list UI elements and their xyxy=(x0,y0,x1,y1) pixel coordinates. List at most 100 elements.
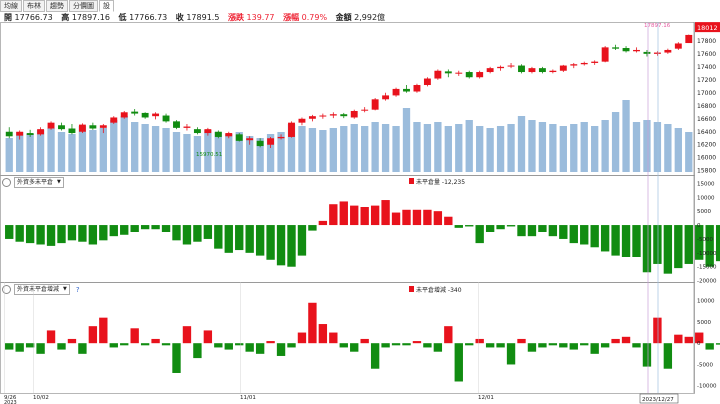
cursor-date-box xyxy=(639,393,679,404)
pct-label: 漲幅 xyxy=(283,13,300,22)
oi-bar xyxy=(360,207,369,226)
price-tick-label: 15800 xyxy=(697,168,716,175)
oi-bar xyxy=(235,225,244,251)
volume-bar xyxy=(381,124,390,172)
candle-body xyxy=(653,52,661,54)
oi-change-bar xyxy=(621,336,631,344)
oi-change-bar xyxy=(705,343,714,350)
oi-bar xyxy=(559,225,568,239)
candle-body xyxy=(131,111,139,114)
oi-change-bar xyxy=(329,332,338,344)
oi-change-bar xyxy=(632,343,641,348)
candle-body xyxy=(643,51,651,54)
indicator-select[interactable]: 外資多未平倉 ▼ xyxy=(14,177,64,188)
oi-change-bar xyxy=(517,338,526,344)
pct-value: 0.79% xyxy=(301,13,328,22)
volume-bar xyxy=(256,138,264,172)
open-label: 開 xyxy=(4,13,12,22)
oi-change-bar xyxy=(245,343,254,352)
oi-change-tick-label: 0 xyxy=(697,341,701,347)
oi-tick-label: 0 xyxy=(697,223,701,229)
x-tick-label: 9/26 xyxy=(4,395,17,401)
volume-bar xyxy=(193,136,202,172)
oi-change-bar xyxy=(161,343,171,346)
panel3-toolbar: 外資未平倉增減 ▼ ? xyxy=(0,284,80,295)
oi-change-bar xyxy=(235,343,244,346)
volume-bar xyxy=(298,126,306,172)
tab-ma[interactable]: 均線 xyxy=(0,0,22,12)
oi-change-bar xyxy=(611,338,620,344)
volume-bar xyxy=(559,126,567,172)
oi-bar xyxy=(46,225,56,246)
oi-bar xyxy=(161,225,171,232)
x-tick-label: 10/02 xyxy=(33,395,49,401)
candle-body xyxy=(47,122,55,129)
candle-body xyxy=(476,72,484,78)
oi-change-bar xyxy=(297,332,307,344)
oi-bar xyxy=(454,225,463,228)
price-tick-label: 16600 xyxy=(697,116,716,123)
oi-change-bar xyxy=(370,343,380,369)
oi-bar xyxy=(255,225,265,256)
volume-bar xyxy=(131,122,139,172)
x-year-label: 2023 xyxy=(4,400,17,404)
oi-bar xyxy=(412,209,422,226)
oi-change-bar xyxy=(308,302,317,344)
price-tick-label: 17400 xyxy=(697,64,716,71)
oi-bar xyxy=(391,212,401,226)
candle-body xyxy=(507,65,515,67)
oi-bar xyxy=(140,225,150,230)
volume-bar xyxy=(319,130,327,172)
price-tick-label: 16400 xyxy=(697,129,716,136)
oi-change-bar xyxy=(214,343,223,348)
volume-bar xyxy=(26,134,34,172)
oi-bar xyxy=(25,225,35,244)
volume-bar xyxy=(225,134,233,172)
oi-bar xyxy=(224,225,233,253)
oi-bar xyxy=(600,225,610,252)
candle-body xyxy=(277,136,285,139)
chevron-down-icon: ▼ xyxy=(63,286,67,292)
oi-change-bar xyxy=(590,343,599,354)
oi-change-bar xyxy=(684,336,693,344)
tab-trend[interactable]: 趨勢 xyxy=(46,0,68,12)
tab-volume-profile[interactable]: 分價圖 xyxy=(69,0,98,12)
candle-body xyxy=(633,49,640,52)
oi-bar xyxy=(99,225,108,241)
oi-change-bar xyxy=(391,343,401,346)
candle-body xyxy=(392,88,400,96)
candle-body xyxy=(674,43,682,49)
volume-bar xyxy=(517,116,526,172)
volume-bar xyxy=(685,132,693,172)
gear-icon[interactable] xyxy=(2,285,11,294)
quote-bar: 開 17766.73 高 17897.16 低 17766.73 收 17891… xyxy=(4,13,391,23)
candle-body xyxy=(497,66,505,69)
gear-icon[interactable] xyxy=(2,178,11,187)
candle-body xyxy=(371,99,379,110)
oi-tick-label: 10000 xyxy=(697,195,715,201)
candle-body xyxy=(570,64,578,66)
tab-settings[interactable]: 設 xyxy=(99,0,114,12)
candle-body xyxy=(455,72,463,74)
oi-change-bar xyxy=(548,343,558,346)
oi-change-bar xyxy=(360,338,369,344)
oi-bar xyxy=(120,225,129,235)
volume-bar xyxy=(350,124,358,172)
oi-bar xyxy=(705,225,714,267)
indicator-select[interactable]: 外資未平倉增減 ▼ xyxy=(14,284,70,295)
oi-change-bar xyxy=(140,343,150,346)
price-tick-label: 16800 xyxy=(697,103,716,110)
volume-bar xyxy=(47,128,55,172)
low-label: 低 xyxy=(118,13,127,22)
oi-bar xyxy=(287,225,296,267)
volume-bar xyxy=(78,126,87,172)
volume-bar xyxy=(601,120,609,172)
help-icon[interactable]: ? xyxy=(75,285,80,294)
volume-bar xyxy=(214,132,222,172)
candle-body xyxy=(549,70,557,73)
tab-bollinger[interactable]: 布林 xyxy=(23,0,45,12)
candle-body xyxy=(193,129,201,134)
volume-bar xyxy=(444,126,452,172)
oi-change-tick-label: -5000 xyxy=(697,362,713,368)
